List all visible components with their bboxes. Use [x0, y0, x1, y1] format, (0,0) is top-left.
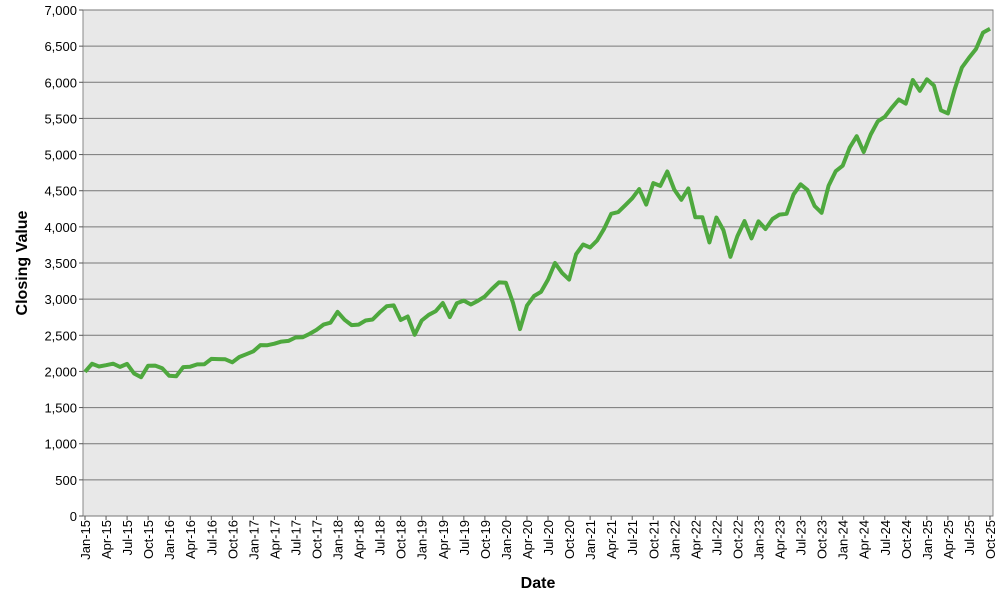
x-tick-label: Oct-23	[815, 520, 830, 559]
x-tick-label: Jan-20	[499, 520, 514, 560]
x-tick-label: Jan-23	[751, 520, 766, 560]
x-tick-label: Jan-17	[246, 520, 261, 560]
x-tick-label: Oct-15	[141, 520, 156, 559]
x-tick-label: Jul-22	[709, 520, 724, 555]
y-tick-label: 0	[70, 509, 77, 524]
y-tick-label: 4,500	[44, 184, 77, 199]
y-tick-label: 1,000	[44, 437, 77, 452]
x-tick-label: Jan-16	[162, 520, 177, 560]
x-tick-label: Jul-15	[120, 520, 135, 555]
x-tick-label: Oct-24	[899, 520, 914, 559]
x-tick-label: Apr-16	[183, 520, 198, 559]
y-tick-label: 2,000	[44, 364, 77, 379]
x-tick-label: Jan-24	[836, 520, 851, 560]
x-tick-label: Oct-19	[478, 520, 493, 559]
y-tick-label: 2,500	[44, 328, 77, 343]
x-tick-label: Oct-20	[562, 520, 577, 559]
x-tick-label: Jul-25	[962, 520, 977, 555]
x-tick-label: Jan-21	[583, 520, 598, 560]
x-tick-label: Jan-22	[667, 520, 682, 560]
x-tick-label: Apr-18	[352, 520, 367, 559]
x-tick-label: Apr-25	[941, 520, 956, 559]
x-tick-label: Oct-22	[730, 520, 745, 559]
x-tick-label: Apr-20	[520, 520, 535, 559]
y-tick-label: 5,000	[44, 148, 77, 163]
x-tick-label: Jul-19	[457, 520, 472, 555]
x-tick-label: Jan-25	[920, 520, 935, 560]
x-tick-label: Oct-17	[310, 520, 325, 559]
x-tick-label: Jul-20	[541, 520, 556, 555]
x-tick-label: Jul-18	[373, 520, 388, 555]
y-axis-title: Closing Value	[14, 210, 31, 315]
x-tick-label: Jan-19	[415, 520, 430, 560]
x-tick-label: Oct-16	[225, 520, 240, 559]
y-tick-label: 3,000	[44, 292, 77, 307]
x-tick-label: Jul-16	[204, 520, 219, 555]
y-tick-label: 1,500	[44, 401, 77, 416]
x-tick-label: Apr-21	[604, 520, 619, 559]
x-tick-label: Oct-18	[394, 520, 409, 559]
x-tick-label: Jan-18	[331, 520, 346, 560]
x-tick-label: Jul-24	[878, 520, 893, 555]
x-tick-label: Apr-17	[267, 520, 282, 559]
data-line	[83, 27, 991, 380]
y-tick-label: 3,500	[44, 256, 77, 271]
x-tick-label: Apr-15	[99, 520, 114, 559]
x-tick-label: Apr-22	[688, 520, 703, 559]
x-tick-label: Oct-25	[983, 520, 998, 559]
y-tick-label: 5,500	[44, 111, 77, 126]
x-tick-label: Jan-15	[78, 520, 93, 560]
x-tick-label: Jul-17	[288, 520, 303, 555]
y-tick-label: 7,000	[44, 3, 77, 18]
x-tick-label: Apr-23	[773, 520, 788, 559]
y-tick-label: 6,500	[44, 39, 77, 54]
y-tick-label: 500	[55, 473, 77, 488]
x-axis-title: Date	[521, 575, 556, 592]
y-tick-label: 6,000	[44, 75, 77, 90]
x-tick-label: Apr-24	[857, 520, 872, 559]
x-tick-label: Apr-19	[436, 520, 451, 559]
x-tick-label: Oct-21	[646, 520, 661, 559]
y-tick-label: 4,000	[44, 220, 77, 235]
x-tick-label: Jul-23	[794, 520, 809, 555]
x-tick-label: Jul-21	[625, 520, 640, 555]
